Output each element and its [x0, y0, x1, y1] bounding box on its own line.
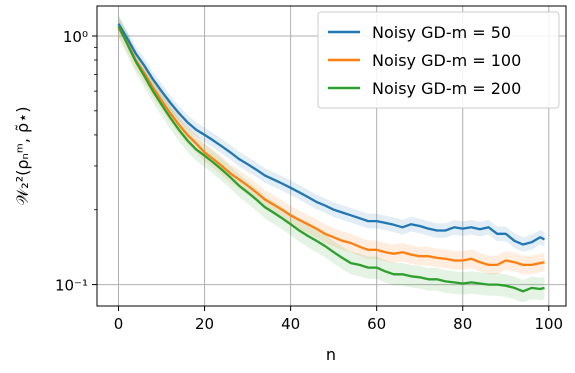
x-tick-label: 80 [453, 315, 472, 333]
x-axis: 0 20 40 60 80 100 [114, 306, 563, 333]
legend-label-3: Noisy GD-m = 200 [372, 79, 521, 98]
x-tick-label: 0 [114, 315, 124, 333]
series-band-2 [118, 18, 545, 275]
legend-box [317, 11, 560, 109]
x-tick-label: 60 [367, 315, 386, 333]
legend-label-1: Noisy GD-m = 50 [372, 23, 511, 42]
series-line-1 [117, 23, 546, 246]
series-lines [117, 23, 546, 293]
legend-label-2: Noisy GD-m = 100 [372, 51, 521, 70]
x-tick-label: 100 [534, 315, 563, 333]
series-line-3 [117, 25, 545, 293]
legend-items: Noisy GD-m = 50 Noisy GD-m = 100 Noisy GD-… [328, 23, 521, 98]
y-tick-label: 10⁻¹ [55, 277, 88, 295]
x-tick-label: 40 [281, 315, 300, 333]
series-band-3 [118, 14, 545, 303]
x-axis-label: n [326, 345, 336, 364]
series-line-2 [117, 27, 545, 267]
y-tick-label: 10⁰ [63, 28, 88, 46]
y-axis-label: 𝒲₂²(ρₙᵐ, ρ̃⋆) [13, 107, 32, 206]
y-axis: 10⁻¹ 10⁰ [55, 28, 97, 295]
x-tick-label: 20 [195, 315, 214, 333]
legend: Noisy GD-m = 50 Noisy GD-m = 100 Noisy GD-… [317, 11, 560, 109]
plot-area-frame [96, 5, 567, 307]
